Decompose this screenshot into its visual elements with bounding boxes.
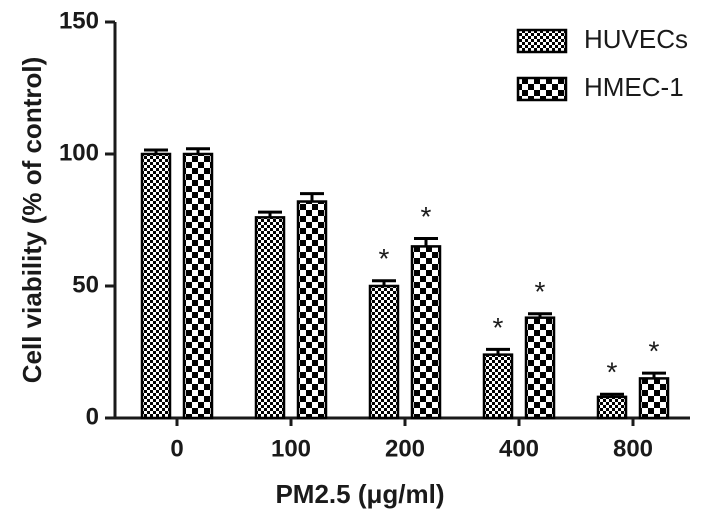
bar [368, 284, 400, 420]
x-tick-label: 100 [271, 435, 311, 462]
significance-marker: * [421, 201, 432, 232]
x-tick-label: 800 [613, 435, 653, 462]
x-tick-label: 0 [170, 435, 183, 462]
bar [182, 152, 214, 420]
bar [482, 353, 514, 420]
significance-marker: * [535, 276, 546, 307]
x-tick-label: 200 [385, 435, 425, 462]
legend-swatch [516, 76, 568, 102]
bar [596, 395, 628, 420]
significance-marker: * [379, 243, 390, 274]
bar [410, 245, 442, 420]
y-tick-label: 50 [72, 271, 99, 298]
x-axis-label: PM2.5 (μg/ml) [275, 479, 444, 509]
x-tick-label: 400 [499, 435, 539, 462]
significance-marker: * [649, 336, 660, 367]
legend-label: HMEC-1 [584, 72, 684, 102]
y-tick-label: 150 [59, 7, 99, 34]
bar [638, 377, 670, 420]
legend-swatch [516, 28, 568, 54]
bar [254, 216, 286, 420]
legend-label: HUVECs [584, 24, 688, 54]
bar [140, 152, 172, 420]
bar [296, 200, 328, 420]
significance-marker: * [493, 312, 504, 343]
bar [524, 316, 556, 420]
y-axis-label: Cell viability (% of control) [17, 57, 47, 383]
y-tick-label: 0 [86, 403, 99, 430]
y-tick-label: 100 [59, 139, 99, 166]
significance-marker: * [607, 357, 618, 388]
